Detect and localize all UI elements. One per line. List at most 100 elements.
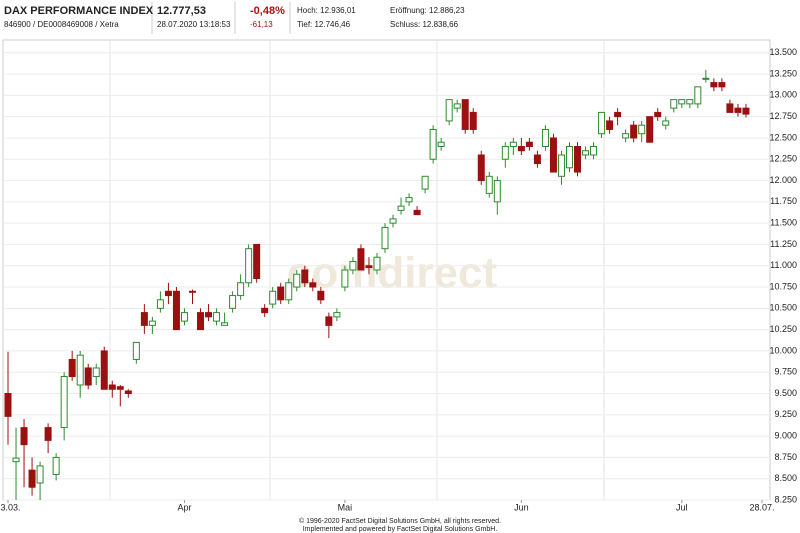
candle-body xyxy=(309,282,317,288)
candle-body xyxy=(253,243,261,280)
candle-body xyxy=(646,116,654,143)
close: Schluss: 12.838,66 xyxy=(390,20,459,29)
candle-body xyxy=(638,124,646,135)
y-tick-label: 10.750 xyxy=(769,281,797,291)
y-tick-label: 10.000 xyxy=(769,345,797,355)
y-tick-label: 8.750 xyxy=(774,452,797,462)
watermark: comdirect xyxy=(287,249,498,298)
candle-body xyxy=(44,427,52,441)
candle-body xyxy=(726,103,734,113)
y-tick-label: 9.000 xyxy=(774,430,797,440)
candle-body xyxy=(549,137,557,173)
y-tick-label: 11.500 xyxy=(770,218,797,228)
x-tick-label: 28.07. xyxy=(749,502,774,512)
y-tick-label: 13.500 xyxy=(769,47,797,57)
candle-body xyxy=(221,322,229,326)
candle-body xyxy=(12,457,20,463)
candle-body xyxy=(285,282,293,301)
candle-body xyxy=(229,295,237,309)
candle-body xyxy=(245,248,253,284)
candle-body xyxy=(445,99,453,122)
x-tick-label: 13.03. xyxy=(0,502,21,512)
candle-body xyxy=(237,282,245,297)
price: 12.777,53 xyxy=(157,5,206,17)
candle-body xyxy=(92,367,100,377)
candle-body xyxy=(28,469,36,488)
candle-body xyxy=(205,312,213,318)
candle-body xyxy=(405,197,413,203)
candle-body xyxy=(261,307,269,314)
candle-body xyxy=(421,175,429,190)
candle-body xyxy=(630,124,638,139)
candle-body xyxy=(437,141,445,147)
candle-body xyxy=(590,145,598,156)
y-tick-label: 11.250 xyxy=(770,239,797,249)
candle-body xyxy=(164,290,172,297)
candle-body xyxy=(541,128,549,147)
candle-body xyxy=(734,107,742,113)
x-tick-label: Jul xyxy=(676,502,688,512)
candle-body xyxy=(718,82,726,88)
y-tick-label: 8.500 xyxy=(774,473,797,483)
candle-body xyxy=(132,341,140,360)
open: Eröffnung: 12.886,23 xyxy=(390,6,465,15)
x-tick-label: Jun xyxy=(514,502,529,512)
candle-body xyxy=(180,312,188,322)
candle-body xyxy=(341,269,349,288)
candle-body xyxy=(325,316,333,326)
footer-powered: Implemented and powered by FactSet Digit… xyxy=(303,526,498,533)
candle-body xyxy=(477,154,485,182)
candle-body xyxy=(333,312,341,318)
y-tick-label: 12.250 xyxy=(769,154,797,164)
candle-body xyxy=(197,312,205,331)
candle-body xyxy=(317,290,325,301)
candle-body xyxy=(277,286,285,301)
candle-body xyxy=(156,299,164,309)
candle-body xyxy=(116,386,124,390)
candle-body xyxy=(686,99,694,105)
candle-body xyxy=(124,390,132,395)
candle-body xyxy=(525,141,533,147)
y-tick-label: 12.750 xyxy=(769,111,797,121)
title: DAX PERFORMANCE INDEX xyxy=(4,5,154,17)
candle-body xyxy=(269,290,277,305)
candle-body xyxy=(662,120,670,126)
footer-copyright: © 1996-2020 FactSet Digital Solutions Gm… xyxy=(299,517,501,525)
y-tick-label: 11.000 xyxy=(770,260,797,270)
candle-body xyxy=(68,358,76,377)
candle-body xyxy=(557,154,565,177)
candle-body xyxy=(670,99,678,109)
change-pct: -0,48% xyxy=(250,5,285,17)
candle-body xyxy=(614,111,622,118)
candle-body xyxy=(694,86,702,105)
candle-body xyxy=(582,150,590,156)
candle-body xyxy=(60,375,68,429)
candle-body xyxy=(373,256,381,271)
candle-body xyxy=(381,226,389,250)
candle-body xyxy=(188,290,196,293)
candle-body xyxy=(100,350,108,390)
candle-body xyxy=(52,456,60,475)
candle-body xyxy=(622,133,630,139)
high: Hoch: 12.936,01 xyxy=(297,6,356,15)
candle-body xyxy=(654,111,662,118)
candle-body xyxy=(533,154,541,165)
candle-body xyxy=(678,99,686,105)
candle-body xyxy=(598,111,606,135)
candle-body xyxy=(148,320,156,326)
y-tick-label: 9.750 xyxy=(774,367,797,377)
candle-body xyxy=(469,111,477,130)
candle-body xyxy=(517,145,525,152)
candle-body xyxy=(702,77,710,80)
y-tick-label: 9.500 xyxy=(774,388,797,398)
candle-body xyxy=(413,209,421,216)
candle-body xyxy=(4,393,12,417)
candle-body xyxy=(742,107,750,115)
candle-body xyxy=(509,141,517,147)
candle-body xyxy=(301,269,309,284)
candle-body xyxy=(565,145,573,169)
candle-body xyxy=(172,290,180,331)
candle-body xyxy=(84,367,92,386)
y-tick-label: 10.500 xyxy=(769,303,797,313)
